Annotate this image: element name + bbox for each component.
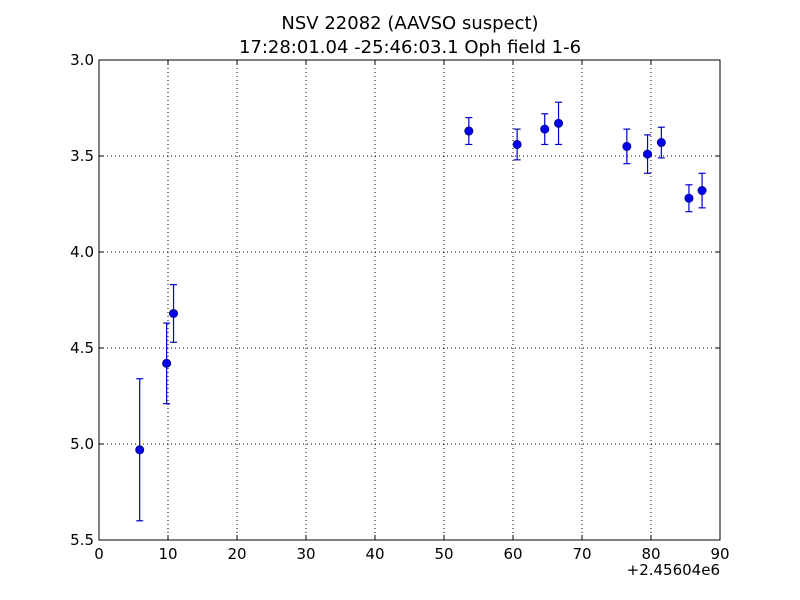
x-tick-label: 0 [94, 545, 104, 563]
tick-labels: 0 10 20 30 40 50 60 70 80 90 3.0 3.5 4.0 4.5 5.0 5.5 [70, 51, 729, 563]
x-tick-label: 60 [503, 545, 522, 563]
data-point [684, 193, 694, 203]
data-point [135, 445, 145, 455]
y-tick-label: 5.0 [70, 435, 94, 453]
data-markers [135, 118, 707, 455]
chart-subtitle: 17:28:01.04 -25:46:03.1 Oph field 1-6 [239, 37, 581, 58]
x-tick-label: 50 [434, 545, 453, 563]
plot-area-frame [98, 59, 721, 541]
y-tick-label: 5.5 [70, 531, 94, 549]
x-tick-label: 30 [296, 545, 315, 563]
data-point [643, 149, 653, 159]
y-tick-label: 4.5 [70, 339, 94, 357]
data-point [656, 138, 666, 148]
x-tick-label: 40 [365, 545, 384, 563]
data-point [464, 126, 474, 136]
y-tick-label: 3.0 [70, 51, 94, 69]
x-tick-label: 90 [710, 545, 729, 563]
data-point [554, 118, 564, 128]
data-point [162, 358, 172, 368]
x-tick-label: 20 [227, 545, 246, 563]
x-tick-label: 10 [158, 545, 177, 563]
data-point [540, 124, 550, 134]
y-tick-label: 4.0 [70, 243, 94, 261]
x-axis-offset-label: +2.45604e6 [627, 561, 720, 579]
chart-title: NSV 22082 (AAVSO suspect) [281, 13, 538, 34]
data-point [169, 308, 179, 318]
data-point [622, 141, 632, 151]
x-tick-label: 70 [572, 545, 591, 563]
grid-lines [99, 60, 720, 540]
data-point [697, 186, 707, 196]
x-tick-label: 80 [641, 545, 660, 563]
y-tick-label: 3.5 [70, 147, 94, 165]
data-point [512, 139, 522, 149]
